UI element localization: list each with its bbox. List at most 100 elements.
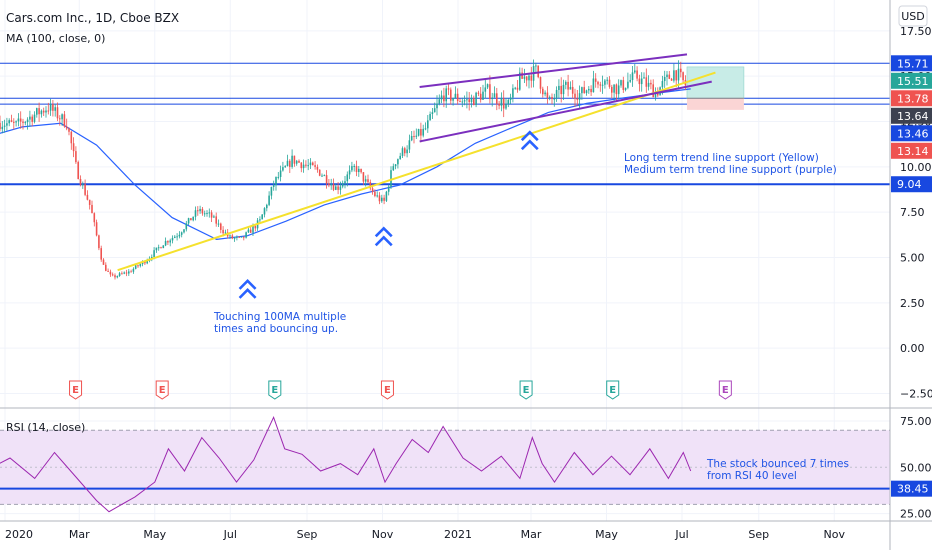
candle-body bbox=[56, 107, 59, 119]
candle-body bbox=[666, 74, 668, 78]
earnings-marker[interactable]: E bbox=[718, 380, 732, 400]
yellow-trend-line[interactable] bbox=[117, 71, 716, 272]
candle-body bbox=[199, 208, 201, 212]
candle-body bbox=[447, 88, 450, 90]
candle-body bbox=[316, 166, 319, 170]
time-tick-label: May bbox=[595, 528, 618, 541]
bounce-arrow-icon bbox=[238, 279, 257, 290]
earnings-marker[interactable]: E bbox=[606, 380, 620, 400]
candle-body bbox=[569, 86, 572, 90]
price-tag: 13.78 bbox=[891, 90, 932, 107]
candle-body bbox=[167, 241, 169, 243]
earnings-marker[interactable]: E bbox=[69, 380, 83, 400]
candle-body bbox=[261, 214, 263, 220]
candle-body bbox=[183, 229, 185, 233]
candle-body bbox=[567, 81, 569, 90]
candle-body bbox=[91, 204, 93, 214]
candle-body bbox=[647, 82, 650, 87]
purple-channel-upper[interactable] bbox=[419, 53, 688, 89]
projection-box[interactable] bbox=[686, 66, 745, 110]
price-tag-label: 13.46 bbox=[897, 127, 929, 140]
candle-body bbox=[408, 140, 411, 150]
candle-body bbox=[663, 77, 666, 82]
rsi-indicator-label[interactable]: RSI (14, close) bbox=[6, 421, 85, 434]
candle-body bbox=[512, 88, 514, 98]
candle-body bbox=[500, 98, 503, 106]
ma-indicator-label[interactable]: MA (100, close, 0) bbox=[6, 32, 105, 45]
candle-body bbox=[318, 169, 321, 176]
price-tick-label: 7.50 bbox=[900, 206, 925, 219]
candle-body bbox=[640, 78, 643, 85]
projection-loss-zone[interactable] bbox=[686, 98, 744, 110]
candle-body bbox=[36, 108, 38, 115]
candle-body bbox=[24, 122, 27, 124]
candle-body bbox=[86, 194, 89, 200]
candle-body bbox=[404, 148, 406, 154]
earnings-marker[interactable]: E bbox=[519, 380, 533, 400]
candle-body bbox=[346, 174, 349, 182]
candle-body bbox=[452, 98, 454, 101]
candle-body bbox=[578, 93, 581, 100]
candle-body bbox=[282, 167, 284, 171]
candle-body bbox=[270, 186, 273, 196]
candle-body bbox=[146, 260, 148, 264]
candle-body bbox=[300, 162, 303, 169]
price-tag: 9.04 bbox=[891, 176, 932, 193]
time-tick-label: Nov bbox=[372, 528, 394, 541]
earnings-marker[interactable]: E bbox=[268, 380, 282, 400]
price-tag-label: 13.64 bbox=[897, 110, 929, 123]
candle-body bbox=[401, 148, 404, 156]
candle-body bbox=[63, 114, 66, 127]
price-tag-bg bbox=[891, 55, 932, 72]
earnings-badge-icon bbox=[268, 380, 282, 400]
candle-body bbox=[153, 250, 155, 257]
candle-body bbox=[309, 162, 312, 166]
candle-body bbox=[128, 271, 130, 274]
candle-body bbox=[222, 229, 224, 234]
candle-body bbox=[601, 84, 604, 86]
candle-body bbox=[576, 98, 579, 100]
time-tick-label: May bbox=[143, 528, 166, 541]
earnings-marker[interactable]: E bbox=[380, 380, 394, 400]
candle-body bbox=[79, 178, 82, 186]
time-axis-ticks: 2020 Mar May Jul Sep Nov 2021 Mar May Jul Sep Nov bbox=[5, 528, 845, 541]
candle-body bbox=[555, 89, 558, 99]
candle-body bbox=[169, 240, 171, 243]
trend-lines[interactable] bbox=[117, 53, 716, 272]
projection-profit-zone[interactable] bbox=[686, 66, 745, 99]
earnings-marker[interactable]: E bbox=[155, 380, 169, 400]
candle-body bbox=[220, 223, 222, 230]
candle-body bbox=[105, 264, 107, 271]
candle-body bbox=[410, 135, 413, 141]
candle-body bbox=[335, 186, 337, 190]
candle-body bbox=[680, 68, 682, 73]
candle-body bbox=[348, 170, 351, 175]
candle-body bbox=[394, 164, 397, 167]
price-tick-label: 5.00 bbox=[900, 251, 925, 264]
currency-button[interactable] bbox=[898, 5, 928, 27]
earnings-badge-icon bbox=[718, 380, 732, 400]
candle-body bbox=[592, 78, 595, 93]
candle-body bbox=[284, 166, 286, 168]
candle-body bbox=[185, 223, 188, 230]
candle-body bbox=[351, 166, 353, 171]
candle-body bbox=[201, 208, 204, 214]
earnings-badge-icon bbox=[155, 380, 169, 400]
candle-body bbox=[440, 95, 443, 100]
candle-body bbox=[176, 236, 178, 238]
purple-channel-lower[interactable] bbox=[419, 80, 712, 143]
candle-body bbox=[29, 116, 31, 120]
candle-body bbox=[302, 164, 305, 169]
price-tag: 13.64 bbox=[891, 107, 932, 124]
rsi-axis-ticks: 75.00 50.00 25.00 bbox=[900, 415, 932, 521]
candle-body bbox=[422, 128, 424, 136]
candle-body bbox=[606, 79, 608, 81]
candle-body bbox=[289, 160, 291, 167]
candle-body bbox=[254, 225, 257, 229]
candle-body bbox=[109, 271, 112, 275]
candle-body bbox=[562, 84, 565, 95]
price-tag-bg bbox=[891, 107, 932, 124]
candle-body bbox=[677, 68, 680, 81]
